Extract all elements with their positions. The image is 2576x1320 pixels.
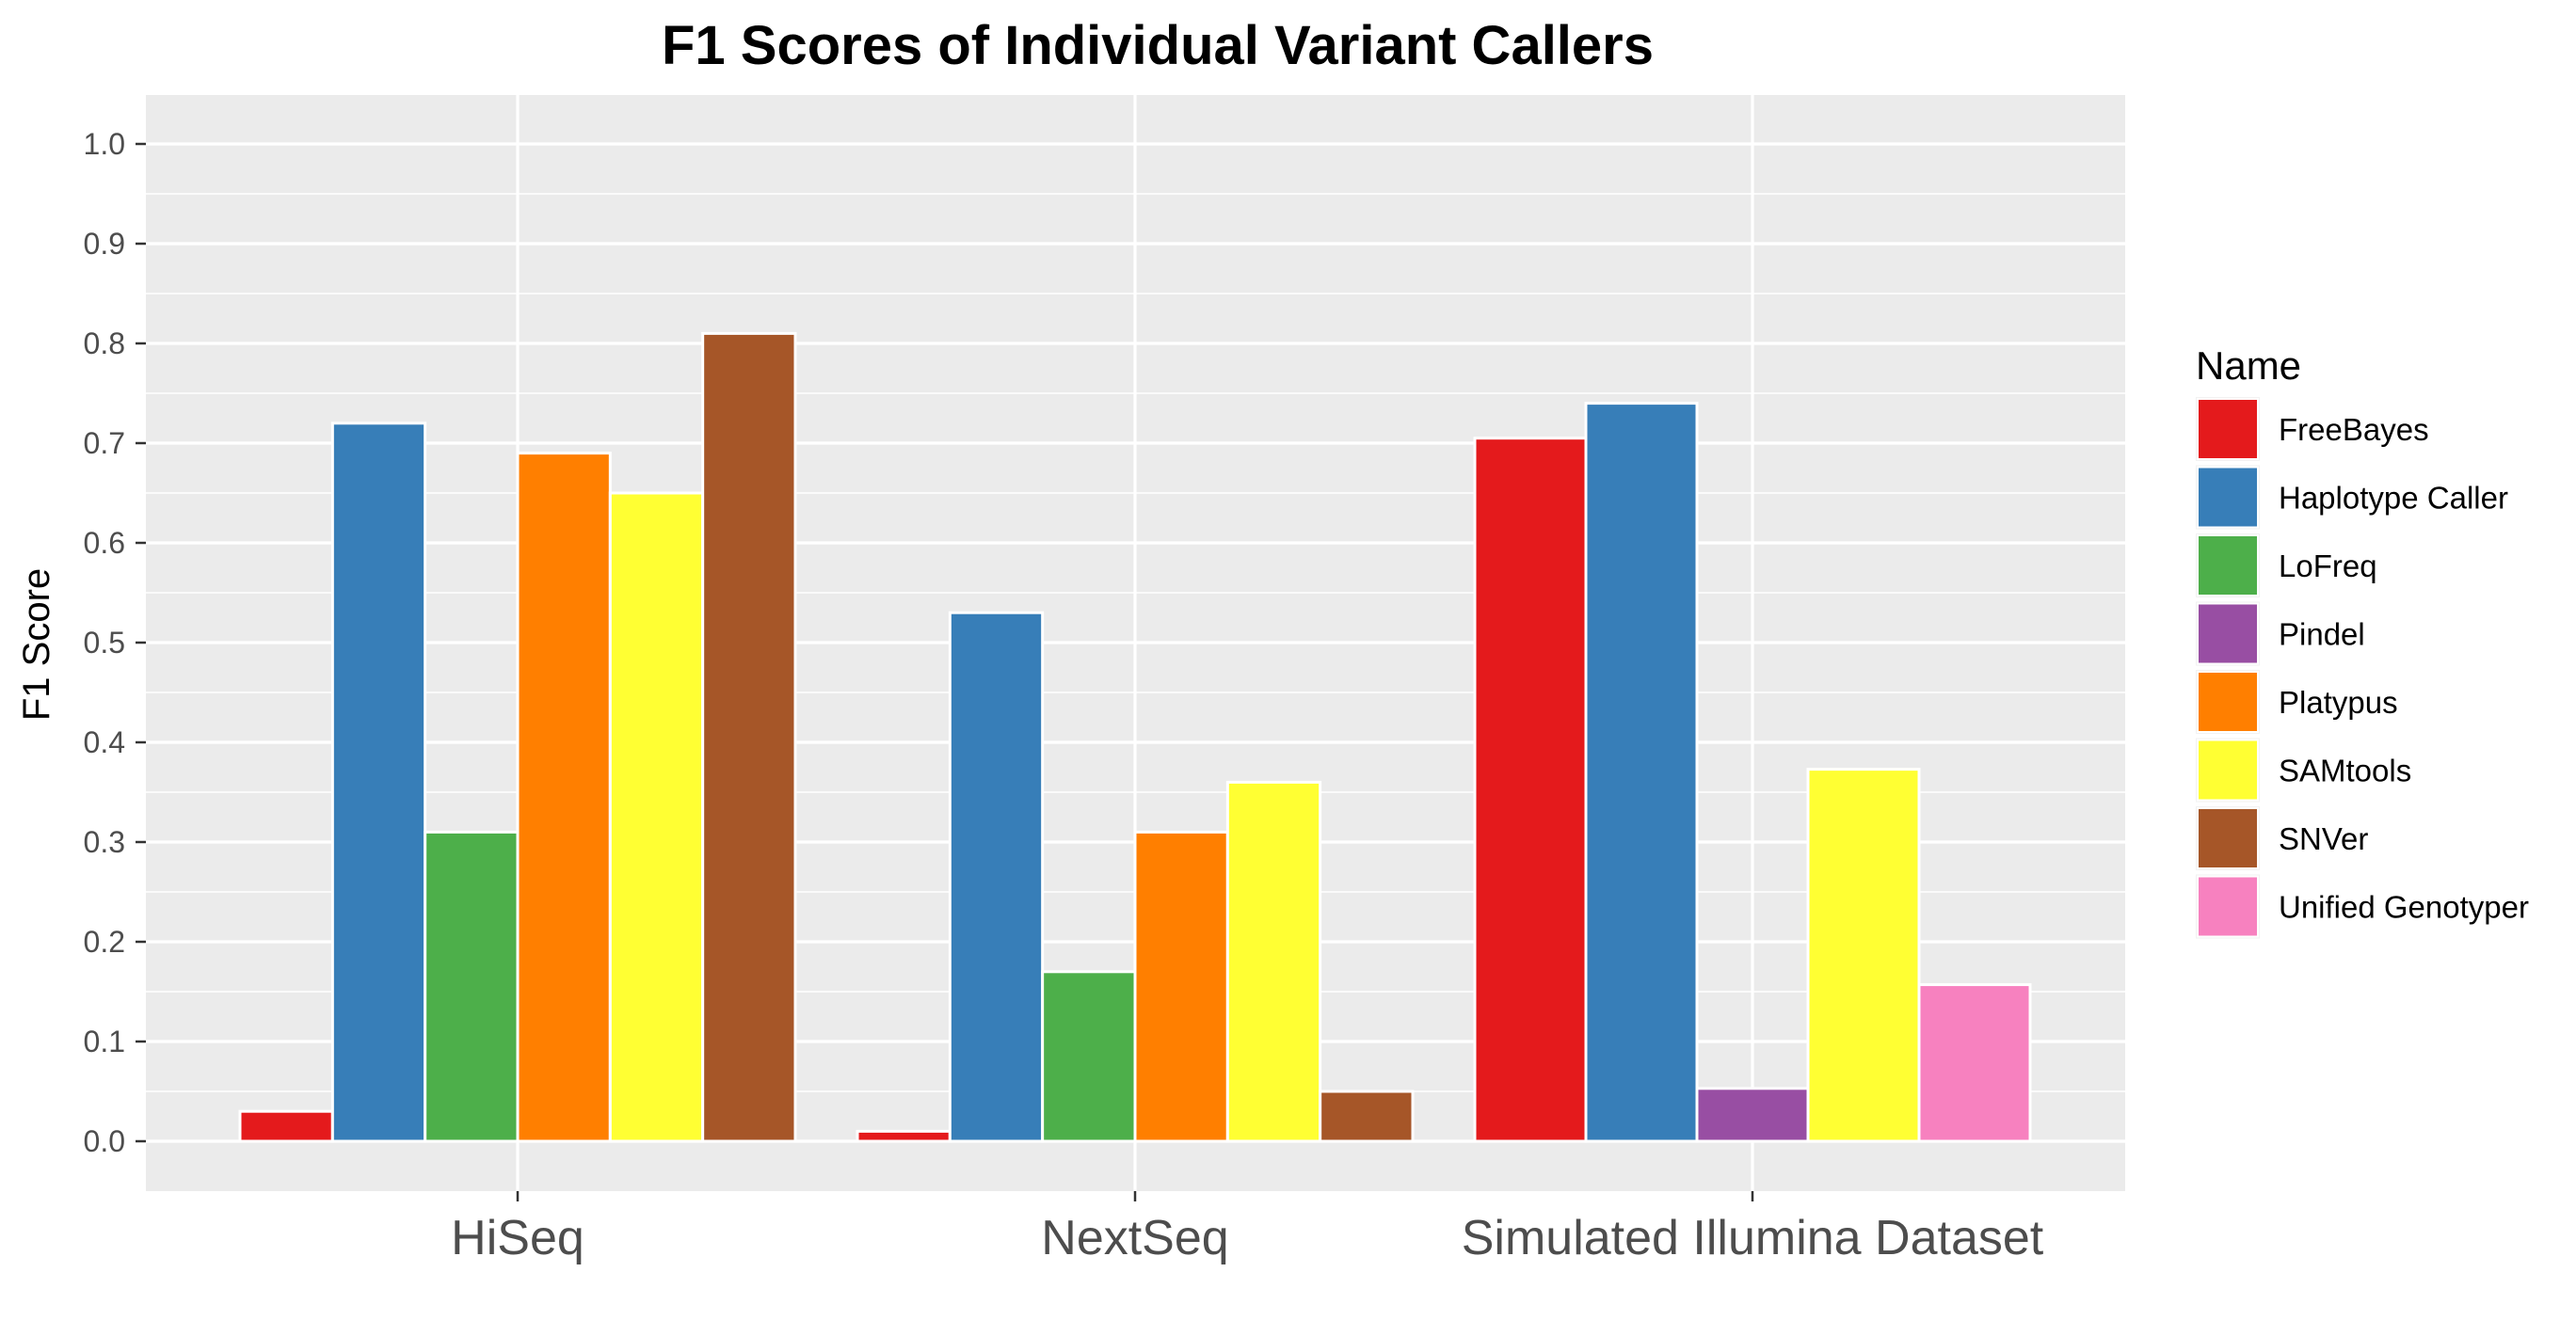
legend-item: Haplotype Caller [2196,465,2508,530]
bar-platypus-nextseq [1133,830,1229,1143]
bar-snver-nextseq [1319,1089,1415,1143]
y-axis-title: F1 Score [16,568,57,721]
legend-item: Unified Genotyper [2196,874,2529,939]
bar-freebayes-hiseq [238,1109,334,1143]
legend-swatch [2197,602,2259,665]
bar-platypus-hiseq [516,452,612,1143]
legend-item: Platypus [2196,670,2398,734]
legend-label: Unified Genotyper [2279,890,2529,925]
y-tick-label: 0.1 [84,1025,125,1058]
y-tick-label: 0.2 [84,925,125,959]
y-tick-label: 0.7 [84,426,125,460]
x-category-label: NextSeq [1041,1211,1228,1265]
legend-swatch [2197,875,2259,938]
x-category-label: Simulated Illumina Dataset [1462,1211,2044,1265]
y-tick-label: 0.4 [84,725,125,759]
y-tick-label: 1.0 [84,127,125,161]
legend-item: LoFreq [2196,533,2377,597]
bar-lofreq-nextseq [1041,970,1137,1143]
legend-label: Platypus [2279,685,2398,720]
legend-item: Pindel [2196,601,2365,666]
chart-title: F1 Scores of Individual Variant Callers [662,15,1654,76]
y-tick-label: 0.8 [84,326,125,360]
bar-freebayes-simulated-illumina-dataset [1473,437,1588,1143]
y-tick-label: 0.3 [84,825,125,859]
bar-samtools-nextseq [1225,780,1322,1143]
y-tick-label: 0.9 [84,227,125,261]
legend-swatch [2197,398,2259,460]
legend-swatch [2197,466,2259,529]
legend-item: SAMtools [2196,738,2411,803]
x-axis: HiSeq NextSeq Simulated Illumina Dataset [451,1191,2044,1265]
legend-item: SNVer [2196,806,2368,870]
legend-title: Name [2196,343,2301,388]
y-tick-label: 0.5 [84,626,125,660]
legend-swatch [2197,534,2259,596]
bar-haplotype-caller-nextseq [948,611,1045,1143]
bar-snver-hiseq [701,331,797,1143]
bar-haplotype-caller-simulated-illumina-dataset [1584,402,1699,1143]
legend-item: FreeBayes [2196,397,2429,461]
bar-samtools-hiseq [608,491,705,1143]
y-tick-label: 0.6 [84,526,125,560]
legend-label: LoFreq [2279,549,2377,583]
bar-lofreq-hiseq [424,830,520,1143]
legend-swatch [2197,671,2259,733]
bars [238,331,2032,1143]
legend-swatch [2197,739,2259,802]
legend-label: Haplotype Caller [2279,481,2508,516]
legend-label: SNVer [2279,821,2368,856]
y-tick-label: 0.0 [84,1124,125,1158]
legend-label: Pindel [2279,617,2365,652]
legend-label: SAMtools [2279,754,2411,788]
y-axis: 0.0 0.1 0.2 0.3 0.4 0.5 0.6 0.7 0.8 0.9 1.0 [84,127,146,1158]
bar-freebayes-nextseq [856,1129,952,1143]
legend: Name FreeBayes Haplotype Caller LoFreq Pind… [2196,343,2529,939]
legend-label: FreeBayes [2279,412,2429,447]
legend-swatch [2197,807,2259,869]
bar-haplotype-caller-hiseq [330,421,427,1143]
bar-samtools-simulated-illumina-dataset [1806,768,1921,1143]
bar-pindel-simulated-illumina-dataset [1695,1087,1810,1143]
x-category-label: HiSeq [451,1211,584,1265]
bar-unified-genotyper-simulated-illumina-dataset [1917,983,2032,1143]
